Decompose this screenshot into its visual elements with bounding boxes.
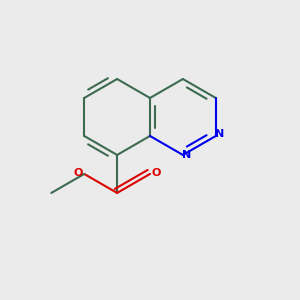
Text: N: N: [182, 150, 191, 160]
Text: N: N: [215, 129, 224, 139]
Text: O: O: [151, 168, 160, 178]
Text: O: O: [74, 168, 83, 178]
